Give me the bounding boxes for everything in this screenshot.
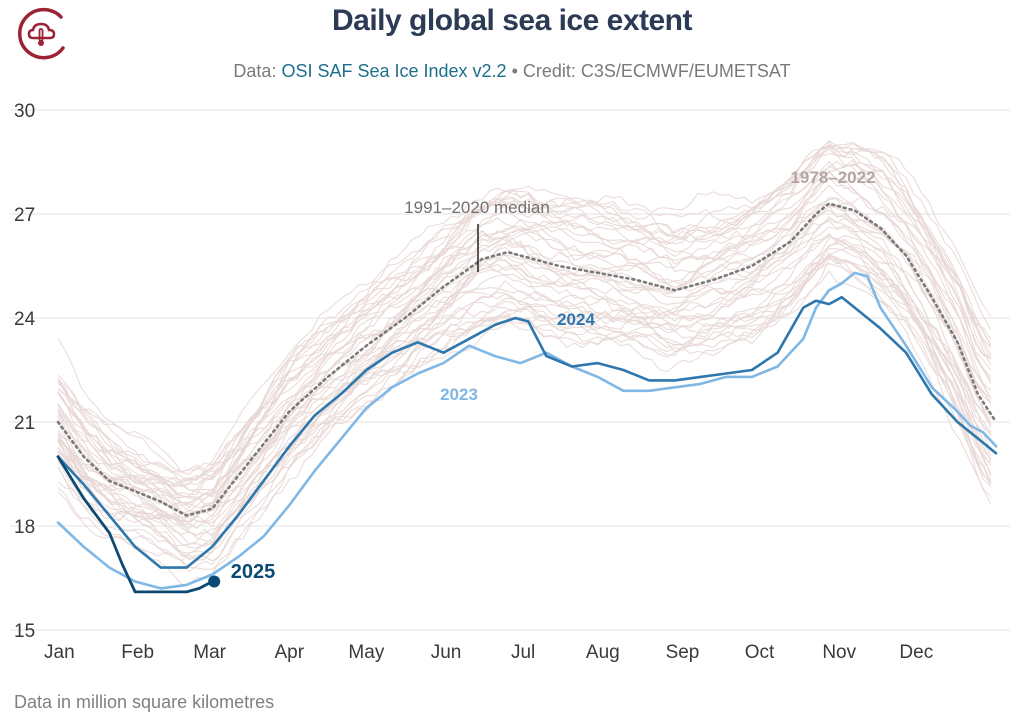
background-year-line <box>57 241 992 537</box>
highlight-series <box>56 202 998 594</box>
background-year-line <box>57 143 992 488</box>
range-label: 1978–2022 <box>790 168 875 187</box>
logo-arc <box>18 7 65 60</box>
label-2025: 2025 <box>231 561 276 583</box>
series-2025-endpoint <box>208 575 221 588</box>
y-tick-label: 15 <box>14 621 35 642</box>
background-year-line <box>57 234 992 524</box>
x-tick-label: May <box>348 642 384 663</box>
y-tick-label: 27 <box>14 205 35 226</box>
x-tick-label: Aug <box>586 642 620 663</box>
y-tick-label: 18 <box>14 517 35 538</box>
background-year-line <box>57 258 992 562</box>
x-axis-labels: Jan Feb Mar Apr May Jun Jul Aug Sep Oct Nov Dec <box>44 642 933 663</box>
median-label: 1991–2020 median <box>404 198 550 217</box>
series-2025-line <box>56 455 214 594</box>
background-year-line <box>57 233 992 547</box>
data-source-link[interactable]: OSI SAF Sea Ice Index v2.2 <box>281 61 507 81</box>
cloud-icon <box>27 22 56 40</box>
background-year-line <box>57 209 992 523</box>
label-2023: 2023 <box>440 385 478 404</box>
background-year-line <box>57 263 992 549</box>
subtitle-credit: • Credit: C3S/ECMWF/EUMETSAT <box>506 61 791 81</box>
background-year-line <box>57 148 992 487</box>
x-tick-label: Feb <box>121 642 154 663</box>
background-year-line <box>57 255 992 536</box>
series-2024-line <box>56 295 998 569</box>
y-tick-label: 30 <box>14 101 35 122</box>
background-year-line <box>57 220 992 524</box>
background-year-line <box>57 202 992 530</box>
background-year-line <box>57 160 992 475</box>
x-tick-label: Nov <box>822 642 856 663</box>
x-tick-label: Oct <box>745 642 775 663</box>
chart-subtitle: Data: OSI SAF Sea Ice Index v2.2 • Credi… <box>0 61 1024 82</box>
background-year-line <box>57 176 992 500</box>
chart-title: Daily global sea ice extent <box>332 4 693 37</box>
y-axis-labels: 15 18 21 24 27 30 <box>14 101 36 642</box>
y-tick-label: 21 <box>14 413 35 434</box>
x-tick-label: Sep <box>666 642 700 663</box>
copernicus-climate-logo <box>18 7 65 60</box>
background-years <box>57 139 992 586</box>
background-year-line <box>57 217 992 525</box>
background-year-line <box>57 169 992 508</box>
background-year-line <box>57 196 992 497</box>
background-year-line <box>57 254 992 562</box>
y-tick-label: 24 <box>14 309 36 330</box>
label-2024: 2024 <box>557 310 595 329</box>
background-year-line <box>57 243 992 547</box>
background-year-line <box>57 255 992 586</box>
background-year-line <box>57 171 992 498</box>
x-tick-label: Jun <box>431 642 462 663</box>
background-year-line <box>57 184 992 504</box>
background-year-line <box>57 169 992 509</box>
subtitle-prefix: Data: <box>233 61 282 81</box>
background-year-line <box>57 236 992 543</box>
grid <box>10 109 1010 631</box>
background-year-line <box>57 146 992 483</box>
median-series-line <box>56 202 998 517</box>
series-2023-line <box>56 271 998 590</box>
x-tick-label: Jul <box>511 642 535 663</box>
x-tick-label: Mar <box>193 642 226 663</box>
annotations: 1978–2022 1991–2020 median 2024 2023 202… <box>231 168 876 583</box>
x-tick-label: Apr <box>274 642 304 663</box>
background-year-line <box>57 216 992 515</box>
units-footnote: Data in million square kilometres <box>14 692 275 712</box>
background-year-line <box>57 245 992 570</box>
background-year-line <box>57 203 992 513</box>
x-tick-label: Dec <box>899 642 933 663</box>
background-year-line <box>57 141 992 486</box>
x-tick-label: Jan <box>44 642 75 663</box>
background-year-line <box>57 197 992 523</box>
